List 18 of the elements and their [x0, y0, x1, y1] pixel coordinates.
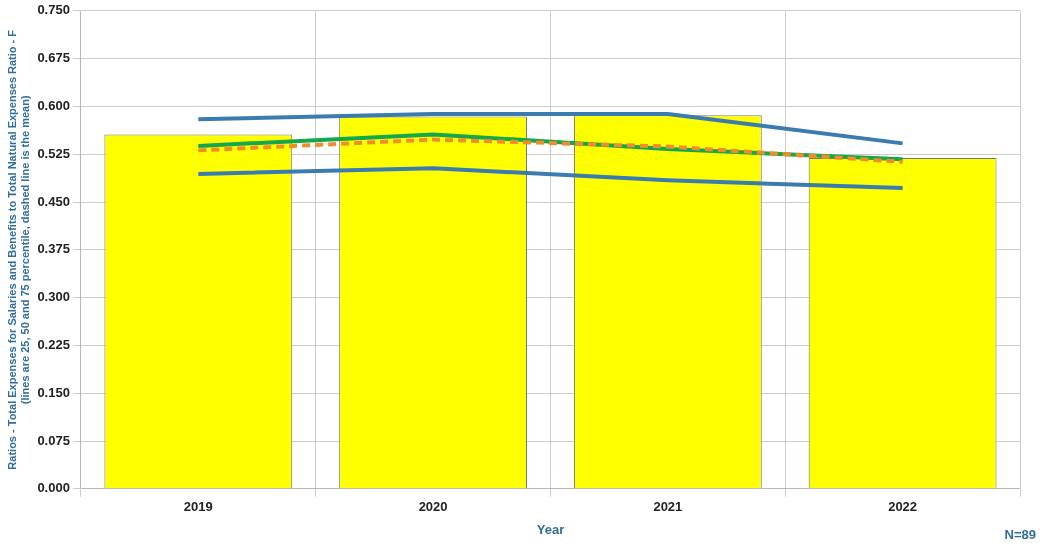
y-tick-label: 0.000 [37, 480, 70, 496]
y-tick-label: 0.600 [37, 97, 70, 113]
y-tick-label: 0.525 [37, 145, 70, 161]
x-tick-label: 2019 [183, 499, 213, 515]
y-tick-label: 0.075 [37, 432, 70, 448]
text: N=89 [1004, 527, 1036, 542]
x-tick-label: 2021 [653, 499, 683, 515]
y-tick-label: 0.750 [37, 2, 70, 18]
y-tick-label: 0.150 [37, 384, 70, 400]
y-tick-label: 0.300 [37, 289, 70, 305]
y-tick-label: 0.375 [37, 241, 70, 257]
y-tick-label: 0.225 [37, 336, 70, 352]
x-tick-label: 2020 [418, 499, 448, 515]
x-axis-title: Year [536, 521, 565, 537]
x-tick-label: 2022 [888, 499, 918, 515]
y-tick-label: 0.450 [37, 193, 70, 209]
y-tick-label: 0.675 [37, 50, 70, 66]
y-axis-title: Ratios - Total Expenses for Salaries and Benefits to Total Natural Expenses Ratio - F (lines are 25, 50 and 75 percentile, dashed line is the mean) [5, 29, 31, 470]
